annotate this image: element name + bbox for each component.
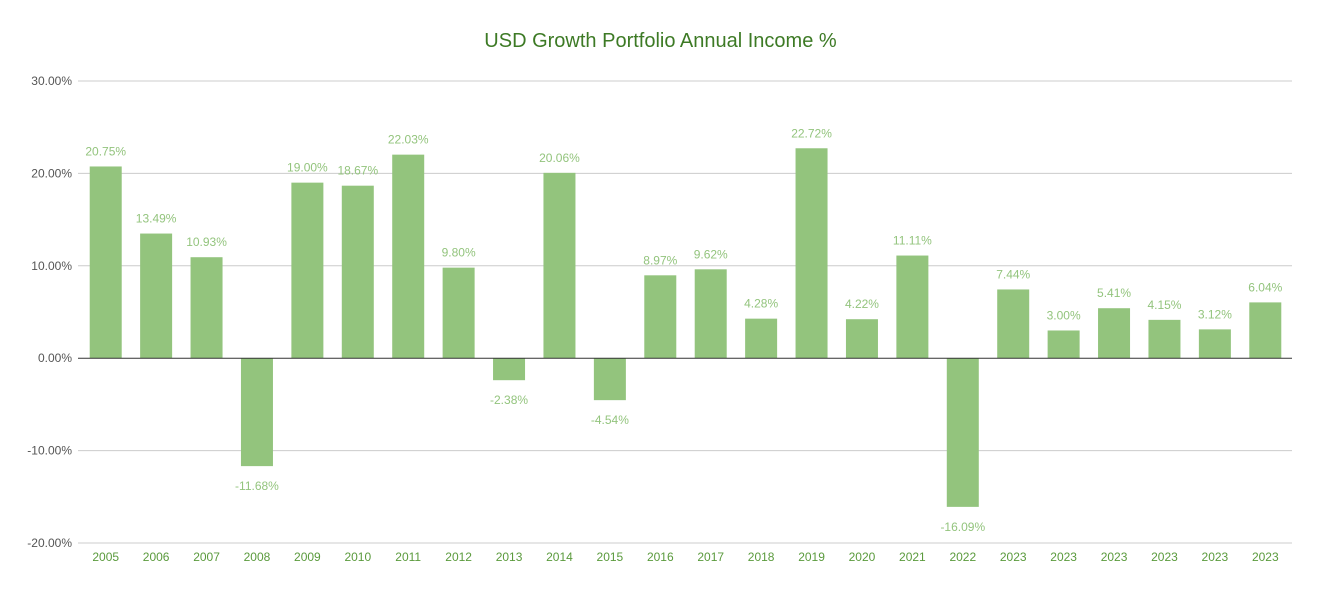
- x-tick-label: 2023: [1000, 550, 1027, 564]
- x-tick-label: 2023: [1252, 550, 1279, 564]
- data-label: 3.00%: [1047, 308, 1081, 322]
- bar: [240, 358, 273, 467]
- x-tick-label: 2017: [697, 550, 724, 564]
- bar: [795, 148, 828, 359]
- bar: [1047, 330, 1080, 359]
- bar: [291, 182, 324, 359]
- data-label: 22.03%: [388, 133, 429, 147]
- bar: [1148, 319, 1181, 359]
- x-tick-label: 2005: [92, 550, 119, 564]
- bar: [190, 257, 223, 359]
- chart-title: USD Growth Portfolio Annual Income %: [484, 30, 837, 52]
- x-tick-label: 2021: [899, 550, 926, 564]
- data-label: 20.75%: [85, 144, 126, 158]
- bar: [1098, 308, 1131, 359]
- x-tick-label: 2018: [748, 550, 775, 564]
- bar: [896, 255, 929, 359]
- bar: [493, 358, 526, 381]
- bar: [644, 275, 677, 359]
- x-tick-label: 2007: [193, 550, 220, 564]
- data-label: 8.97%: [643, 253, 677, 267]
- x-tick-label: 2023: [1151, 550, 1178, 564]
- data-label: 3.12%: [1198, 307, 1232, 321]
- bar: [1249, 302, 1282, 359]
- data-label: 4.22%: [845, 297, 879, 311]
- data-label: -4.54%: [591, 413, 629, 427]
- x-tick-label: 2011: [395, 550, 421, 564]
- bar: [946, 358, 979, 507]
- data-label: 22.72%: [791, 126, 832, 140]
- data-label: 4.28%: [744, 297, 778, 311]
- bar: [845, 319, 878, 359]
- data-label: -16.09%: [940, 520, 985, 534]
- bar: [89, 166, 122, 359]
- x-tick-label: 2013: [496, 550, 523, 564]
- y-tick-label: 10.00%: [31, 259, 72, 273]
- x-tick-label: 2015: [597, 550, 624, 564]
- data-label: 18.67%: [337, 164, 378, 178]
- data-label: -2.38%: [490, 393, 528, 407]
- y-tick-label: 0.00%: [38, 351, 72, 365]
- data-label: 6.04%: [1248, 280, 1282, 294]
- data-label: 13.49%: [136, 212, 177, 226]
- bar: [140, 233, 173, 359]
- data-label: 10.93%: [186, 235, 227, 249]
- data-label: -11.68%: [235, 479, 279, 493]
- bar: [392, 154, 425, 359]
- x-tick-label: 2023: [1101, 550, 1128, 564]
- y-tick-label: 20.00%: [31, 166, 72, 180]
- data-label: 9.62%: [694, 247, 728, 261]
- bar: [997, 289, 1030, 359]
- x-tick-label: 2014: [546, 550, 573, 564]
- data-label: 5.41%: [1097, 286, 1131, 300]
- data-label: 4.15%: [1147, 298, 1181, 312]
- x-tick-label: 2010: [344, 550, 371, 564]
- x-tick-label: 2023: [1202, 550, 1229, 564]
- bar: [543, 172, 576, 359]
- bar: [442, 267, 475, 359]
- x-tick-label: 2020: [849, 550, 876, 564]
- bar: [745, 318, 778, 359]
- bar: [593, 358, 626, 401]
- x-tick-label: 2023: [1050, 550, 1077, 564]
- x-tick-label: 2006: [143, 550, 170, 564]
- x-tick-label: 2019: [798, 550, 825, 564]
- y-tick-label: 30.00%: [31, 74, 72, 88]
- x-tick-label: 2012: [445, 550, 472, 564]
- data-label: 11.11%: [893, 234, 932, 248]
- y-tick-label: -10.00%: [27, 444, 72, 458]
- bar: [341, 185, 374, 359]
- x-tick-label: 2022: [949, 550, 976, 564]
- data-label: 7.44%: [996, 267, 1030, 281]
- data-label: 20.06%: [539, 151, 580, 165]
- data-label: 9.80%: [442, 246, 476, 260]
- data-label: 19.00%: [287, 161, 328, 175]
- x-tick-label: 2009: [294, 550, 321, 564]
- bar: [1198, 329, 1231, 359]
- y-tick-label: -20.00%: [27, 536, 72, 550]
- x-tick-label: 2016: [647, 550, 674, 564]
- x-tick-label: 2008: [244, 550, 271, 564]
- bar: [694, 269, 727, 359]
